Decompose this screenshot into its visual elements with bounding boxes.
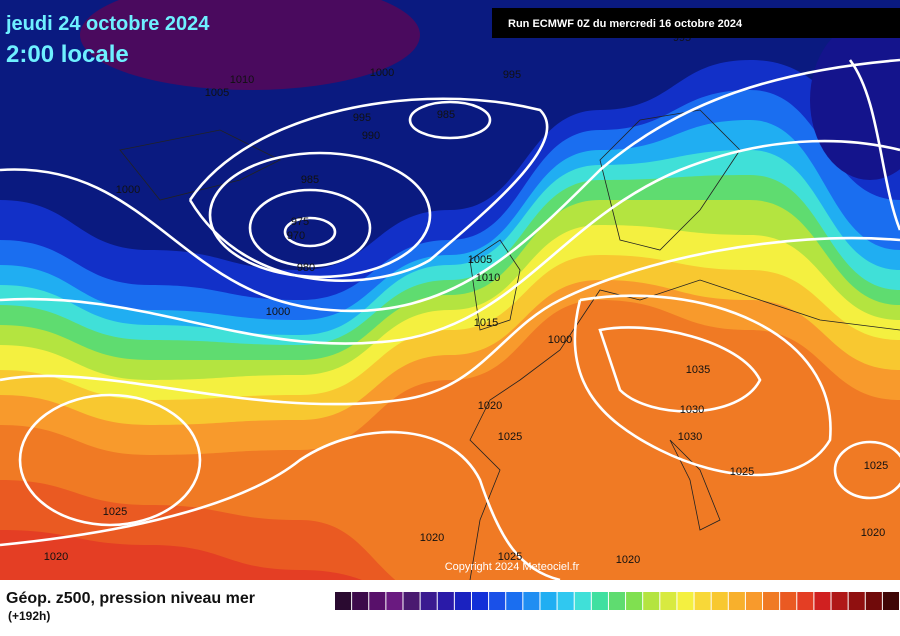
isobar-label: 1015 — [474, 317, 498, 329]
isobar — [848, 59, 900, 231]
colorbar-swatch — [745, 592, 763, 610]
isobar — [573, 294, 832, 477]
colorbar-swatch — [335, 592, 352, 610]
colorbar-swatch — [797, 592, 814, 610]
coastline — [599, 109, 741, 251]
isobar-label: 970 — [287, 230, 305, 242]
coastline — [469, 279, 900, 581]
isobar — [0, 139, 900, 345]
colorbar-swatch — [865, 592, 882, 610]
isobar-label: 1025 — [103, 506, 127, 518]
run-box — [492, 8, 900, 38]
isobar-label: 1030 — [678, 431, 702, 443]
footer-title: Géop. z500, pression niveau mer — [6, 590, 255, 607]
isobar-label: 1020 — [420, 532, 444, 544]
colorbar-swatch — [728, 592, 745, 610]
copyright: Copyright 2024 Meteociel.fr — [445, 561, 580, 573]
isobar — [18, 393, 202, 527]
colorbar-swatch — [882, 592, 899, 610]
colorbar-swatch — [626, 592, 643, 610]
colorbar-swatch — [506, 592, 523, 610]
colorbar-swatch — [352, 592, 369, 610]
colorbar-swatch — [523, 592, 540, 610]
isobar — [188, 97, 549, 282]
isobar-label: 1030 — [680, 404, 704, 416]
isobar-label: 985 — [437, 109, 455, 121]
colorbar-swatch — [780, 592, 797, 610]
colorbar-swatch — [471, 592, 489, 610]
colorbar-swatch — [574, 592, 591, 610]
isobar-label: 1020 — [861, 527, 885, 539]
isobar-label: 985 — [301, 174, 319, 186]
isobar-label: 1010 — [476, 272, 500, 284]
isobar-label: 1025 — [498, 431, 522, 443]
colorbar-swatch — [369, 592, 386, 610]
isobar-label: 995 — [353, 112, 371, 124]
isobar-labels: 9951010100510009959859959909851000975970… — [44, 32, 888, 566]
isobar — [283, 216, 337, 248]
isobar — [833, 440, 900, 500]
colorbar-swatch — [814, 592, 831, 610]
forecast-date: jeudi 24 octobre 2024 — [5, 13, 210, 35]
isobar-label: 1000 — [370, 67, 394, 79]
isobar-label: 1005 — [468, 254, 492, 266]
isobar — [208, 151, 432, 279]
colorbar-swatch — [454, 592, 471, 610]
isobar — [248, 188, 372, 268]
colorbar-swatch — [848, 592, 865, 610]
colorbar-swatch — [489, 592, 506, 610]
colorbar — [335, 592, 899, 610]
colorbar-swatch — [403, 592, 420, 610]
colorbar-swatch — [591, 592, 608, 610]
isobar — [408, 100, 492, 140]
colorbar-swatch — [677, 592, 694, 610]
colorbar-swatch — [660, 592, 677, 610]
coastlines — [119, 109, 900, 581]
isobar-label: 1035 — [686, 364, 710, 376]
colorbar-swatch — [437, 592, 454, 610]
coastline — [119, 129, 281, 201]
colorbar-swatch — [711, 592, 728, 610]
isobar-label: 990 — [362, 130, 380, 142]
isobar-label: 1020 — [478, 400, 502, 412]
colorbar-swatch — [608, 592, 626, 610]
isobar-label: 975 — [291, 216, 309, 228]
isobars — [0, 58, 900, 582]
run-info: Run ECMWF 0Z du mercredi 16 octobre 2024 — [508, 18, 743, 30]
colorbar-swatch — [694, 592, 711, 610]
colorbar-swatch — [386, 592, 403, 610]
color-band — [0, 300, 900, 580]
isobar-label: 1025 — [730, 466, 754, 478]
isobar — [0, 58, 900, 313]
isobar-label: 1000 — [548, 334, 572, 346]
colorbar-swatch — [420, 592, 437, 610]
isobar-label: 1010 — [230, 74, 254, 86]
isobar-label: 1005 — [205, 87, 229, 99]
isobar-label: 1020 — [44, 551, 68, 563]
colorbar-swatch — [643, 592, 660, 610]
colorbar-swatch — [540, 592, 557, 610]
isobar — [598, 326, 762, 413]
isobar-label: 995 — [503, 69, 521, 81]
isobar-label: 1020 — [616, 554, 640, 566]
forecast-time: 2:00 locale — [6, 41, 129, 68]
colorbar-swatch — [831, 592, 848, 610]
isobar-label: 1000 — [116, 184, 140, 196]
colorbar-swatch — [763, 592, 780, 610]
isobar-label: 1025 — [864, 460, 888, 472]
isobar-label: 1000 — [266, 306, 290, 318]
isobar — [0, 430, 561, 582]
isobar-label: 980 — [297, 262, 315, 274]
cold-core — [80, 0, 420, 90]
isobar-label: 1025 — [498, 551, 522, 563]
footer-lead: (+192h) — [8, 609, 50, 623]
isobar — [0, 236, 900, 406]
colorbar-swatch — [557, 592, 574, 610]
coastline — [469, 239, 521, 331]
